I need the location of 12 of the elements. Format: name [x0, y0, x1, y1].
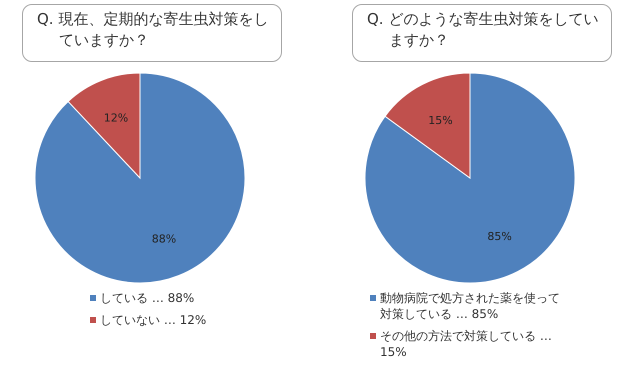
- data-label: 15%: [428, 114, 453, 127]
- data-label: 85%: [487, 230, 512, 244]
- pie-slice: [34, 72, 246, 284]
- legend-label: 動物病院で処方された薬を使って対策している … 85%: [380, 291, 560, 321]
- data-label: 12%: [104, 111, 128, 124]
- legend-label: していない … 12%: [100, 313, 206, 327]
- chart-title: Q. どのような寄生虫対策をしていますか？: [352, 4, 612, 62]
- data-label: 88%: [152, 232, 176, 246]
- legend-label: している … 88%: [100, 291, 194, 305]
- legend-label: その他の方法で対策している … 15%: [380, 329, 552, 359]
- chart-title: Q. 現在、定期的な寄生虫対策をしていますか？: [22, 4, 282, 62]
- pie-slice: [364, 72, 576, 284]
